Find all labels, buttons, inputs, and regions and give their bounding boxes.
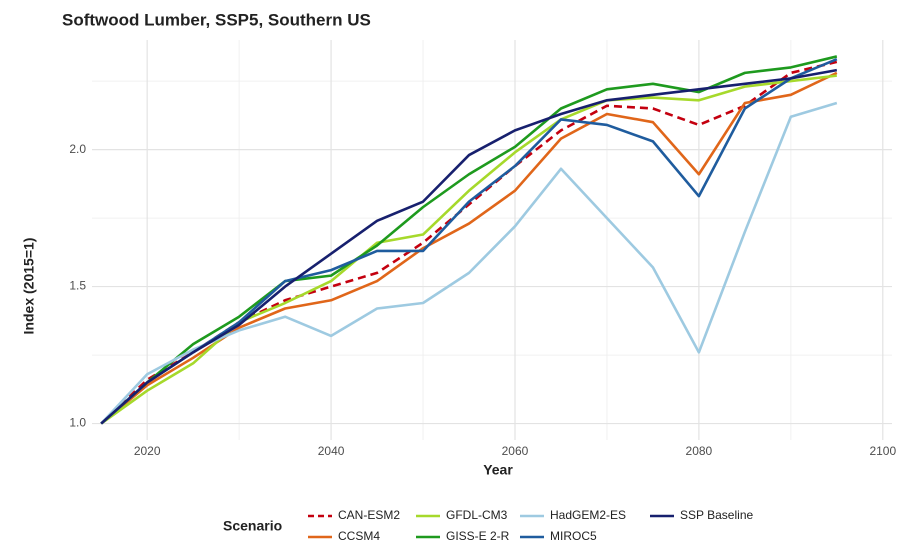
legend-label: SSP Baseline [680,508,753,522]
series-line [100,74,837,425]
series-line [100,101,838,425]
x-tick-label: 2040 [318,444,345,458]
x-tick-label: 2060 [502,444,529,458]
x-tick-label: 2100 [869,444,896,458]
y-tick-label: 1.0 [69,416,86,430]
series-line [100,68,838,425]
legend-label: CCSM4 [338,529,380,543]
legend-title: Scenario [223,518,282,534]
legend-label: MIROC5 [550,529,597,543]
series-line [100,60,838,425]
x-tick-label: 2080 [686,444,713,458]
chart-title: Softwood Lumber, SSP5, Southern US [62,10,371,29]
series-line [100,57,838,425]
y-tick-label: 1.5 [69,279,86,293]
y-tick-label: 2.0 [69,142,86,156]
legend-label: HadGEM2-ES [550,508,626,522]
x-tick-label: 2020 [134,444,161,458]
legend-label: CAN-ESM2 [338,508,400,522]
legend-label: GFDL-CM3 [446,508,508,522]
x-axis-title: Year [483,462,513,478]
legend-label: GISS-E 2-R [446,529,510,543]
series-line [100,55,838,425]
y-axis-title: Index (2015=1) [21,238,37,335]
series-line [100,71,838,425]
